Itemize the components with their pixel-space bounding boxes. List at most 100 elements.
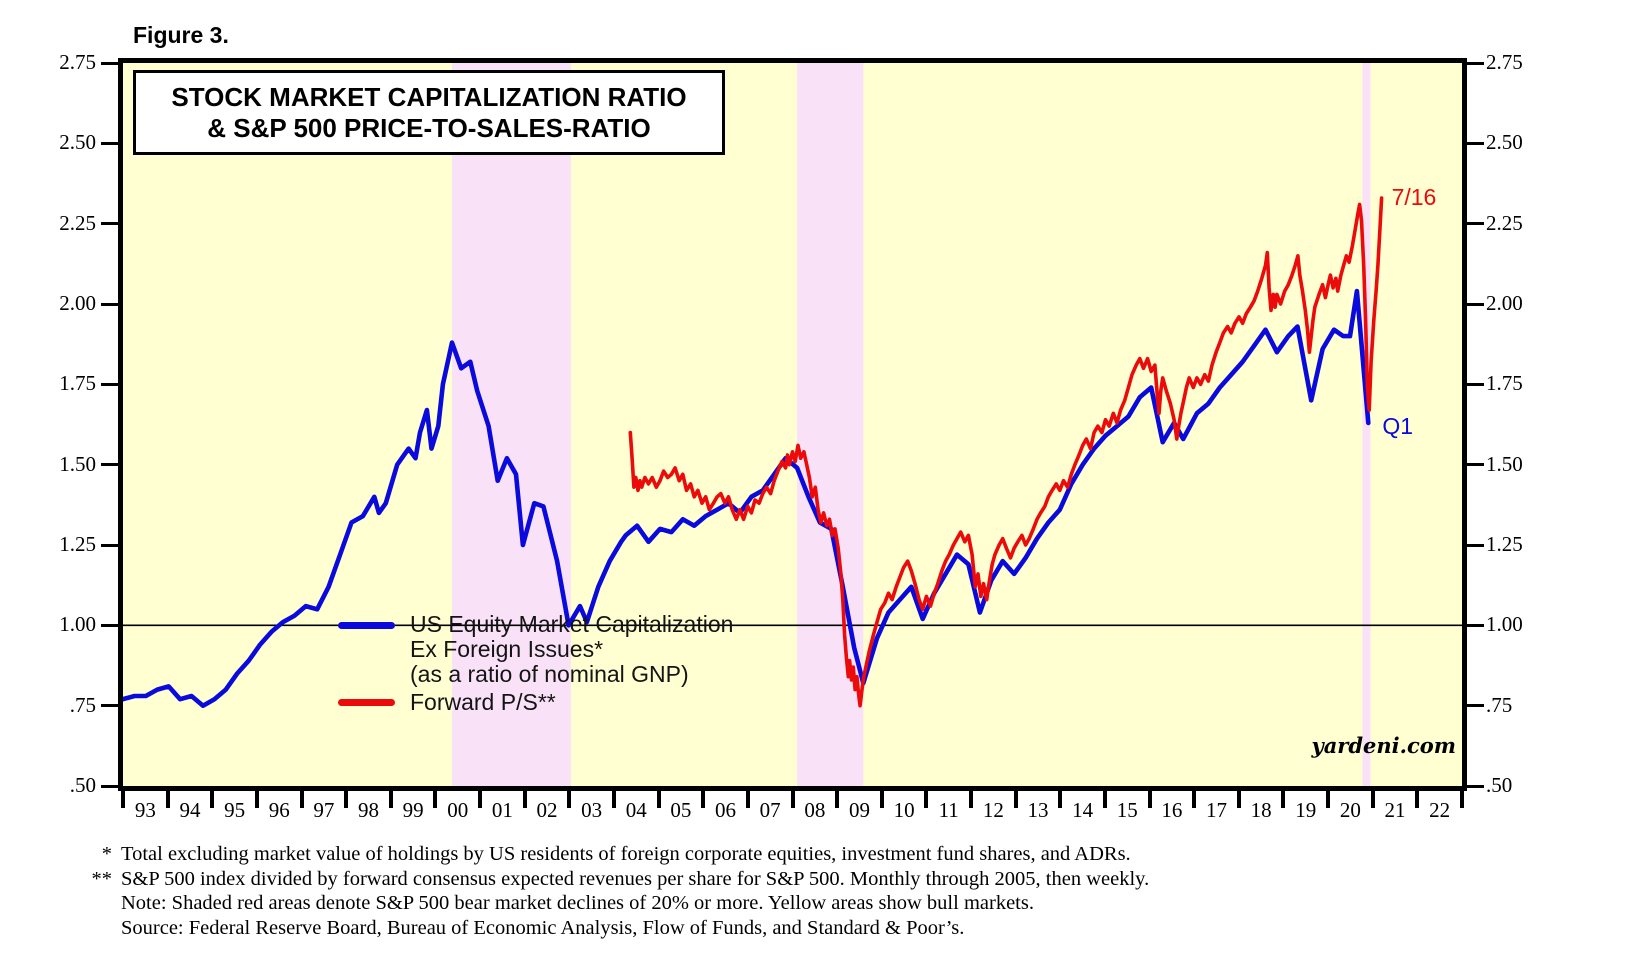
y-axis-tick: [101, 222, 118, 226]
x-axis-tick: [299, 791, 304, 808]
y-axis-tick: [1467, 382, 1484, 386]
legend-blue-line2: Ex Foreign Issues*: [410, 636, 604, 662]
footnote-marker: [78, 916, 121, 941]
y-axis-tick: [1467, 222, 1484, 226]
y-axis-tick: [1467, 704, 1484, 708]
footnote-text: Total excluding market value of holdings…: [121, 843, 1131, 865]
y-axis-label-right: 2.50: [1486, 130, 1523, 155]
y-axis-tick: [101, 302, 118, 306]
x-axis-tick: [478, 791, 483, 808]
x-axis-label: 13: [1027, 798, 1049, 822]
y-axis-label-right: 1.25: [1486, 532, 1523, 556]
y-axis-tick: [1467, 302, 1484, 306]
footnotes: * Total excluding market value of holding…: [78, 842, 1478, 940]
y-axis-label-left: 1.00: [59, 612, 96, 637]
footnote-line: Note: Shaded red areas denote S&P 500 be…: [78, 891, 1478, 916]
y-axis-tick: [101, 704, 118, 708]
y-axis-label-right: 2.75: [1486, 50, 1523, 74]
x-axis-label: 12: [982, 798, 1004, 822]
x-axis-label: 08: [804, 798, 826, 822]
x-axis-label: 04: [625, 798, 647, 822]
x-axis-label: 97: [313, 798, 335, 822]
y-axis-tick: [101, 463, 118, 467]
y-axis-tick: [101, 382, 118, 386]
figure-label: Figure 3.: [133, 22, 229, 48]
y-axis-label-left: .50: [69, 773, 96, 797]
x-axis-tick: [835, 791, 840, 808]
x-axis-label: 17: [1206, 798, 1227, 822]
x-axis-label: 22: [1429, 798, 1451, 822]
red-line-swatch: [338, 699, 395, 706]
footnote-line: ** S&P 500 index divided by forward conse…: [78, 867, 1478, 892]
x-axis-tick: [656, 791, 661, 808]
x-axis-label: 05: [670, 798, 692, 822]
x-axis-tick: [388, 791, 393, 808]
y-axis-label-right: 2.25: [1486, 210, 1523, 235]
x-axis-tick: [254, 791, 259, 808]
x-axis-tick: [1326, 791, 1331, 808]
y-axis-tick: [1467, 141, 1484, 145]
x-axis-tick: [522, 791, 527, 808]
y-axis-tick: [101, 61, 118, 65]
footnote-text: S&P 500 index divided by forward consens…: [121, 867, 1150, 890]
footnote-marker: *: [101, 843, 112, 865]
y-axis-tick: [1467, 543, 1484, 547]
legend-item-red: Forward P/S**: [338, 690, 733, 715]
y-axis-label-right: .50: [1486, 773, 1513, 797]
x-axis-label: 20: [1339, 798, 1361, 822]
footnote-text: Note: Shaded red areas denote S&P 500 be…: [121, 892, 1034, 914]
x-axis-tick: [165, 791, 170, 808]
x-axis-label: 01: [491, 798, 513, 822]
footnote-marker: [78, 891, 121, 916]
bear-market-band: [1362, 63, 1371, 786]
y-axis-label-right: 1.50: [1486, 451, 1523, 476]
y-axis-label-right: 1.00: [1486, 612, 1523, 637]
x-axis-tick: [745, 791, 750, 808]
x-axis-tick: [790, 791, 795, 808]
y-axis-label-left: 2.00: [59, 291, 96, 315]
y-axis-tick: [1467, 61, 1484, 65]
x-axis-tick: [1147, 791, 1152, 808]
plot-canvas: [123, 63, 1462, 786]
x-axis-label: 06: [715, 798, 737, 822]
x-axis-label: 99: [402, 798, 424, 822]
legend: US Equity Market Capitalization Ex Forei…: [338, 612, 733, 715]
x-axis-tick: [1460, 791, 1464, 808]
y-axis-label-right: 1.75: [1486, 371, 1523, 396]
x-axis-tick: [879, 791, 884, 808]
chart-title-line2: & S&P 500 PRICE-TO-SALES-RATIO: [207, 113, 651, 143]
x-axis-label: 21: [1384, 798, 1406, 822]
x-axis-label: 14: [1072, 798, 1094, 822]
y-axis-tick: [101, 623, 118, 627]
x-axis-tick: [210, 791, 215, 808]
x-axis-label: 00: [447, 798, 469, 822]
y-axis-label-left: 2.50: [59, 130, 96, 155]
footnote-marker: **: [91, 867, 113, 890]
bear-market-band: [452, 63, 571, 786]
x-axis-label: 09: [848, 798, 870, 822]
chart-title-box: STOCK MARKET CAPITALIZATION RATIO & S&P …: [133, 70, 725, 155]
x-axis-tick: [1415, 791, 1420, 808]
x-axis-tick: [567, 791, 572, 808]
y-axis-tick: [101, 784, 118, 788]
x-axis-label: 19: [1295, 798, 1317, 822]
blue-series-line: [123, 288, 1371, 709]
y-axis-label-left: 1.75: [59, 371, 96, 396]
x-axis-label: 02: [536, 798, 558, 822]
y-axis-label-left: 2.25: [59, 210, 96, 235]
x-axis-label: 93: [134, 798, 156, 822]
x-axis-tick: [611, 791, 616, 808]
x-axis-tick: [344, 791, 349, 808]
x-axis-label: 96: [268, 798, 290, 822]
x-axis-label: 11: [938, 798, 959, 822]
x-axis-tick: [924, 791, 929, 808]
legend-blue-line1: US Equity Market Capitalization: [410, 611, 734, 637]
footnote-line: Source: Federal Reserve Board, Bureau of…: [78, 916, 1478, 941]
x-axis-label: 98: [357, 798, 379, 822]
x-axis-label: 94: [179, 798, 201, 822]
x-axis-tick: [1281, 791, 1286, 808]
x-axis-tick: [1370, 791, 1375, 808]
y-axis-label-right: .75: [1486, 692, 1513, 717]
x-axis-tick: [1102, 791, 1107, 808]
